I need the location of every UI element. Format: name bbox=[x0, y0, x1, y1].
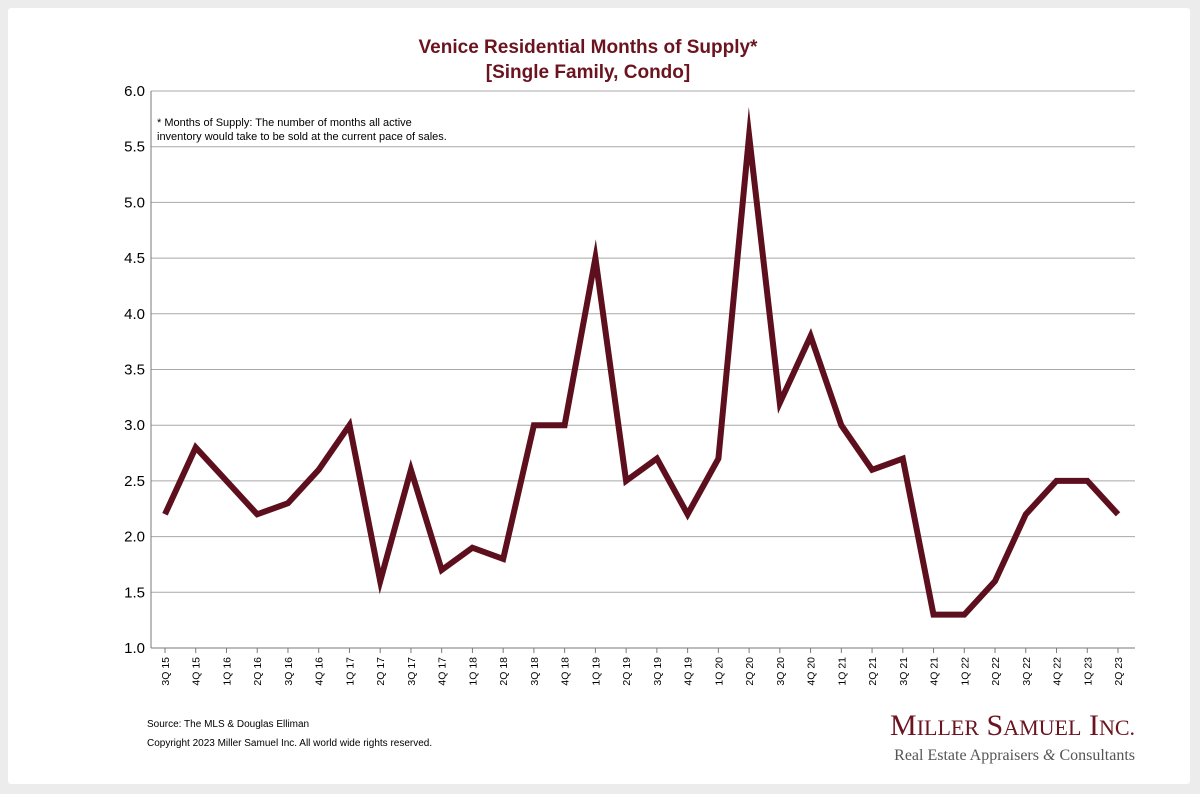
x-tick-label: 4Q 17 bbox=[437, 657, 449, 686]
x-tick-label: 3Q 20 bbox=[775, 657, 787, 686]
x-tick-label: 3Q 17 bbox=[406, 657, 418, 686]
logo-tagline-amp: & bbox=[1043, 747, 1056, 764]
x-tick-label: 4Q 16 bbox=[314, 657, 326, 686]
x-tick-label: 4Q 19 bbox=[683, 657, 695, 686]
x-tick-label: 4Q 15 bbox=[191, 657, 203, 686]
y-axis: 1.0 1.5 2.0 2.5 3.0 3.5 4.0 4.5 5.0 5.5 6.0 bbox=[124, 83, 145, 657]
logo-tagline-part1: Real Estate Appraisers bbox=[894, 747, 1043, 764]
series-line bbox=[162, 106, 1121, 618]
gridlines bbox=[150, 90, 1135, 649]
x-tick-label: 3Q 21 bbox=[898, 657, 910, 686]
data-point bbox=[469, 545, 475, 551]
x-tick-label: 4Q 20 bbox=[806, 657, 818, 686]
data-point bbox=[285, 500, 291, 506]
data-point bbox=[223, 478, 229, 484]
y-tick-label: 3.0 bbox=[124, 417, 145, 434]
data-point bbox=[869, 467, 875, 473]
logo-tagline-part2: Consultants bbox=[1055, 747, 1135, 764]
x-tick-label: 1Q 23 bbox=[1082, 657, 1094, 686]
data-point bbox=[961, 612, 967, 618]
y-tick-label: 2.0 bbox=[124, 529, 145, 546]
data-point bbox=[1115, 511, 1121, 517]
x-tick-label: 2Q 21 bbox=[867, 657, 879, 686]
data-point bbox=[346, 422, 352, 428]
x-tick-label: 1Q 21 bbox=[836, 657, 848, 686]
data-point bbox=[808, 333, 814, 339]
data-point bbox=[992, 578, 998, 584]
chart-subtitle: [Single Family, Condo] bbox=[486, 62, 690, 83]
data-point bbox=[316, 467, 322, 473]
data-point bbox=[654, 456, 660, 462]
x-tick-label: 2Q 20 bbox=[744, 657, 756, 686]
x-tick-label: 2Q 23 bbox=[1113, 657, 1125, 686]
y-tick-label: 6.0 bbox=[124, 83, 145, 100]
data-point bbox=[838, 422, 844, 428]
copyright-note: Copyright 2023 Miller Samuel Inc. All wo… bbox=[147, 738, 432, 749]
x-tick-label: 2Q 19 bbox=[621, 657, 633, 686]
chart-frame: Venice Residential Months of Supply* [Si… bbox=[8, 8, 1190, 784]
logo-tagline: Real Estate Appraisers & Consultants bbox=[894, 747, 1135, 764]
data-point bbox=[592, 255, 598, 261]
annotation-line-1: * Months of Supply: The number of months… bbox=[157, 117, 412, 129]
y-tick-label: 5.0 bbox=[124, 194, 145, 211]
x-tick-label: 2Q 16 bbox=[252, 657, 264, 686]
x-tick-label: 3Q 22 bbox=[1021, 657, 1033, 686]
x-tick-label: 4Q 22 bbox=[1052, 657, 1064, 686]
annotation-line-2: inventory would take to be sold at the c… bbox=[157, 131, 447, 143]
x-tick-label: 3Q 15 bbox=[160, 657, 172, 686]
y-tick-label: 3.5 bbox=[124, 362, 145, 379]
x-tick-label: 3Q 18 bbox=[529, 657, 541, 686]
chart-title: Venice Residential Months of Supply* bbox=[419, 37, 758, 58]
x-tick-label: 1Q 16 bbox=[221, 657, 233, 686]
data-point bbox=[746, 133, 752, 139]
data-point bbox=[254, 511, 260, 517]
data-point bbox=[931, 612, 937, 618]
data-point bbox=[623, 478, 629, 484]
data-point bbox=[500, 556, 506, 562]
x-tick-label: 1Q 18 bbox=[467, 657, 479, 686]
data-point bbox=[439, 567, 445, 573]
x-tick-label: 2Q 18 bbox=[498, 657, 510, 686]
data-point bbox=[562, 422, 568, 428]
data-point bbox=[408, 467, 414, 473]
x-tick-label: 3Q 19 bbox=[652, 657, 664, 686]
x-tick-label: 1Q 20 bbox=[713, 657, 725, 686]
line-chart: Venice Residential Months of Supply* [Si… bbox=[124, 37, 1135, 764]
x-tick-label: 1Q 19 bbox=[590, 657, 602, 686]
x-tick-label: 2Q 22 bbox=[990, 657, 1002, 686]
y-tick-label: 4.0 bbox=[124, 306, 145, 323]
y-tick-label: 5.5 bbox=[124, 139, 145, 156]
x-tick-label: 1Q 22 bbox=[959, 657, 971, 686]
data-point bbox=[685, 511, 691, 517]
data-point bbox=[1054, 478, 1060, 484]
x-axis: 3Q 15 4Q 15 1Q 16 2Q 16 3Q 16 4Q 16 1Q 17 2Q 17… bbox=[160, 648, 1125, 686]
data-point bbox=[531, 422, 537, 428]
data-point bbox=[162, 511, 168, 517]
data-point bbox=[1023, 511, 1029, 517]
data-point bbox=[193, 444, 199, 450]
data-point bbox=[900, 456, 906, 462]
y-tick-label: 1.5 bbox=[124, 584, 145, 601]
data-point bbox=[777, 400, 783, 406]
x-tick-label: 4Q 21 bbox=[929, 657, 941, 686]
x-tick-label: 2Q 17 bbox=[375, 657, 387, 686]
data-point bbox=[715, 456, 721, 462]
x-tick-label: 3Q 16 bbox=[283, 657, 295, 686]
data-point bbox=[1084, 478, 1090, 484]
x-tick-label: 4Q 18 bbox=[560, 657, 572, 686]
series-months-of-supply bbox=[162, 106, 1121, 618]
logo: MILLER SAMUEL INC. Real Estate Appraiser… bbox=[890, 709, 1135, 764]
data-point bbox=[377, 578, 383, 584]
x-tick-label: 1Q 17 bbox=[344, 657, 356, 686]
y-tick-label: 4.5 bbox=[124, 250, 145, 267]
y-tick-label: 2.5 bbox=[124, 473, 145, 490]
logo-name: MILLER SAMUEL INC. bbox=[890, 709, 1135, 742]
source-note: Source: The MLS & Douglas Elliman bbox=[147, 719, 309, 730]
y-tick-label: 1.0 bbox=[124, 640, 145, 657]
